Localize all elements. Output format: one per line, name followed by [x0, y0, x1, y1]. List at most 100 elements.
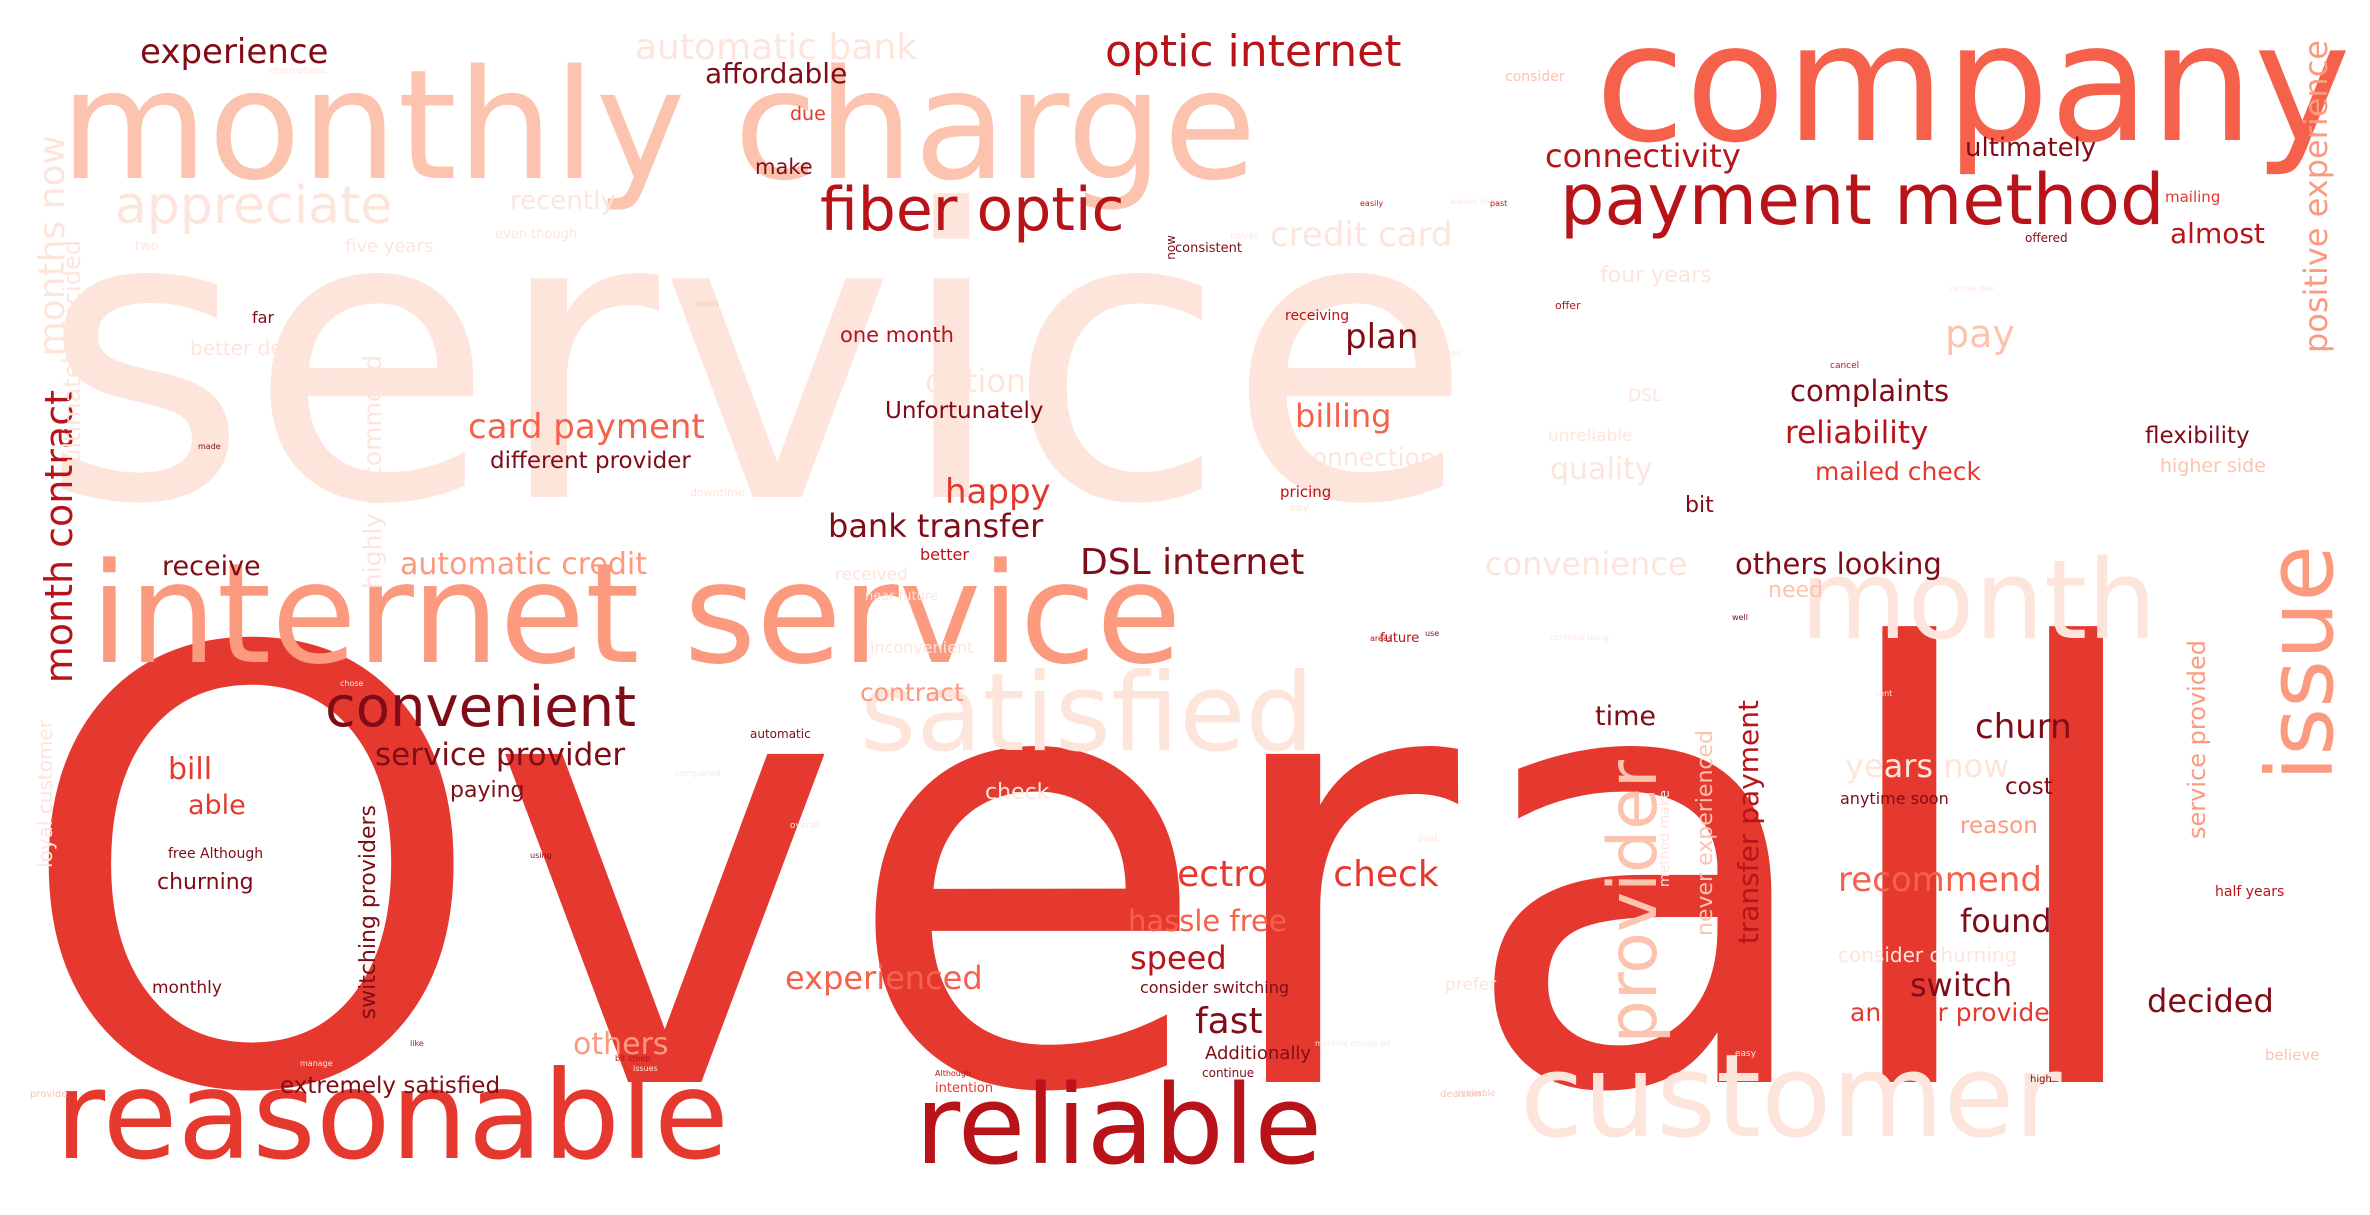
cloud-word: positive experience: [2297, 40, 2335, 354]
cloud-word: decided: [2147, 982, 2274, 1020]
cloud-word: easy: [1735, 1049, 1757, 1059]
cloud-word: fast: [1195, 1001, 1263, 1042]
cloud-word: ultimately: [1965, 133, 2097, 163]
cloud-word: bank transfer: [828, 507, 1044, 545]
cloud-word: fiber optic: [820, 175, 1125, 245]
cloud-word: method make: [1657, 790, 1673, 887]
cloud-word: past: [1490, 199, 1508, 208]
cloud-word: service provided: [2183, 640, 2211, 839]
cloud-word: Additionally: [1205, 1043, 1312, 1064]
cloud-word: pay: [1945, 312, 2015, 356]
cloud-word: prefer: [1445, 975, 1497, 995]
cloud-word: paid: [1418, 834, 1438, 844]
cloud-word: using: [530, 851, 552, 860]
cloud-word: experienced: [785, 959, 983, 997]
cloud-word: manage: [300, 1059, 333, 1068]
cloud-word: overall: [790, 821, 821, 831]
cloud-word: four years: [1600, 263, 1712, 288]
cloud-word: years now: [1845, 747, 2010, 785]
cloud-word: automatic credit: [400, 547, 648, 582]
cloud-word: made: [198, 442, 221, 451]
cloud-word: intention: [935, 1081, 994, 1096]
cloud-word: extremely satisfied: [280, 1073, 501, 1099]
cloud-word: payment method: [1560, 159, 2165, 241]
cloud-word: connection: [1298, 443, 1436, 472]
cloud-word: Although: [935, 1069, 972, 1078]
cloud-word: needs: [695, 299, 720, 308]
cloud-word: time: [1595, 701, 1657, 732]
cloud-word: provide: [30, 1089, 68, 1100]
cloud-word: available: [1455, 1089, 1496, 1099]
cloud-word: switch: [1910, 966, 2013, 1004]
cloud-word: consistent: [1175, 241, 1242, 256]
cloud-word: hassle free: [1128, 904, 1287, 938]
cloud-word: month: [1800, 536, 2158, 664]
cloud-word: offer: [1555, 299, 1581, 312]
cloud-word: quality: [1550, 452, 1653, 487]
cloud-word: able: [188, 790, 246, 821]
cloud-word: card payment: [468, 407, 705, 447]
cloud-word: optic internet: [1105, 26, 1402, 77]
cloud-word: service: [40, 127, 1473, 592]
cloud-word: issues: [633, 1064, 658, 1073]
cloud-word: cancel: [1830, 361, 1860, 371]
cloud-word: pricing: [1280, 483, 1332, 501]
cloud-word: now: [1164, 235, 1178, 260]
cloud-word: monthly charge bit: [1315, 1039, 1391, 1048]
cloud-word: five years: [345, 236, 434, 257]
cloud-word: continue using: [1550, 633, 1609, 642]
cloud-word: found: [1960, 902, 2052, 940]
cloud-word: internet service: [90, 533, 1182, 695]
cloud-word: plan: [1345, 317, 1419, 357]
cloud-word: Overall: [15, 525, 2160, 1215]
cloud-word: easily: [1360, 199, 1384, 208]
cloud-word: offered: [2025, 231, 2068, 245]
cloud-word: switching providers: [356, 805, 381, 1020]
cloud-word: issue: [2247, 545, 2354, 782]
cloud-word: ultimately decided: [58, 240, 86, 464]
cloud-word: make: [755, 155, 813, 179]
cloud-word: cancel due: [1950, 284, 1994, 293]
cloud-word: reliability: [1785, 415, 1929, 451]
cloud-word: reasonable: [55, 1045, 729, 1187]
cloud-word: recommend: [1838, 860, 2042, 900]
cloud-word: better: [920, 545, 969, 564]
cloud-word: company: [1595, 0, 2351, 179]
cloud-word: even though: [495, 227, 578, 242]
cloud-word: never experienced: [1693, 730, 1718, 936]
cloud-word: happy: [945, 472, 1051, 512]
cloud-word: monthly: [152, 978, 222, 998]
cloud-word: outages: [1425, 349, 1462, 359]
cloud-word: connectivity: [1545, 137, 1741, 175]
cloud-word: receiving: [1285, 308, 1350, 324]
cloud-word: near future: [865, 589, 938, 604]
cloud-word: others looking: [1735, 547, 1942, 581]
cloud-word: never: [1230, 231, 1259, 242]
cloud-word: receive: [162, 551, 261, 582]
cloud-word: always paid: [1450, 197, 1498, 206]
cloud-word: paying: [450, 778, 525, 803]
cloud-word: churn: [1975, 707, 2072, 747]
cloud-word: say: [1290, 501, 1309, 514]
cloud-word: churning: [157, 870, 254, 895]
cloud-word: mailing: [2165, 188, 2221, 206]
cloud-word: affordable: [705, 57, 848, 90]
cloud-word: contract: [860, 678, 964, 707]
cloud-word: customer: [1520, 1030, 2062, 1164]
cloud-word: consider switching: [1140, 978, 1289, 997]
cloud-word: loyal customer: [33, 720, 57, 868]
cloud-word: automatic: [750, 727, 811, 741]
cloud-word: like: [410, 1039, 424, 1048]
cloud-word: others: [573, 1027, 669, 1062]
cloud-word: inconvenient: [870, 638, 974, 657]
cloud-word: flexibility: [2145, 423, 2250, 449]
cloud-word: unreliable: [1548, 426, 1633, 446]
cloud-word: convenience: [1485, 545, 1688, 583]
cloud-word: almost: [2170, 217, 2265, 250]
cloud-word: option: [925, 362, 1027, 400]
cloud-word: sent: [1875, 689, 1893, 698]
cloud-word: automatic bank: [635, 27, 918, 68]
cloud-word: consider churning: [1838, 943, 2018, 967]
cloud-word: DSL: [1628, 386, 1662, 406]
